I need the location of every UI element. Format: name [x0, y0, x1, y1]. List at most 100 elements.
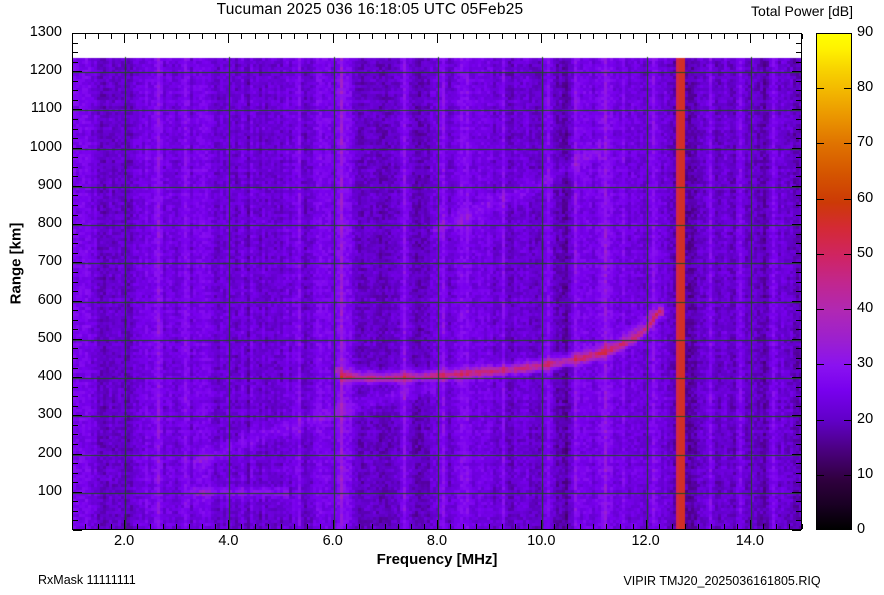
tick-mark: [111, 524, 112, 529]
tick-mark: [515, 524, 516, 529]
ionogram-plot-area: [72, 33, 802, 530]
tick-mark: [98, 524, 99, 529]
tick-mark: [111, 34, 112, 39]
y-tick-label: 1200: [29, 62, 62, 79]
tick-mark: [802, 524, 803, 529]
tick-mark: [450, 34, 451, 39]
tick-mark: [792, 109, 801, 110]
tick-mark: [411, 34, 412, 39]
tick-mark: [424, 524, 425, 529]
tick-mark: [796, 320, 801, 321]
tick-mark: [281, 524, 282, 529]
tick-mark: [633, 524, 634, 529]
tick-mark: [796, 52, 801, 53]
tick-mark: [796, 157, 801, 158]
tick-mark: [73, 253, 78, 254]
tick-mark: [73, 434, 78, 435]
tick-mark: [346, 524, 347, 529]
colorbar-tick-label: 50: [857, 244, 874, 261]
tick-mark: [307, 524, 308, 529]
colorbar-tick-mark: [844, 475, 851, 476]
tick-mark: [150, 34, 151, 39]
colorbar-tick-mark: [817, 475, 824, 476]
tick-mark: [73, 444, 78, 445]
tick-mark: [789, 524, 790, 529]
y-tick-label: 500: [37, 329, 62, 346]
colorbar-tick-label: 90: [857, 24, 874, 40]
tick-mark: [796, 176, 801, 177]
x-tick-label: 6.0: [322, 533, 343, 549]
tick-mark: [73, 358, 78, 359]
tick-mark: [163, 34, 164, 39]
tick-mark: [633, 34, 634, 39]
tick-mark: [792, 339, 801, 340]
tick-mark: [796, 81, 801, 82]
tick-mark: [646, 34, 647, 43]
tick-mark: [73, 157, 78, 158]
tick-mark: [698, 524, 699, 529]
colorbar-tick-label: 20: [857, 410, 874, 427]
tick-mark: [796, 329, 801, 330]
tick-mark: [72, 524, 73, 529]
tick-mark: [593, 524, 594, 529]
tick-mark: [73, 100, 78, 101]
tick-mark: [73, 129, 78, 130]
tick-mark: [73, 33, 82, 34]
y-tick-label: 300: [37, 406, 62, 423]
tick-mark: [606, 524, 607, 529]
tick-mark: [398, 524, 399, 529]
tick-mark: [463, 34, 464, 39]
tick-mark: [528, 524, 529, 529]
tick-mark: [73, 492, 82, 493]
y-tick-label: 1000: [29, 138, 62, 155]
tick-mark: [554, 524, 555, 529]
tick-mark: [176, 34, 177, 39]
colorbar-tick-mark: [817, 420, 824, 421]
tick-mark: [792, 186, 801, 187]
tick-mark: [73, 234, 78, 235]
tick-mark: [620, 524, 621, 529]
colorbar-tick-mark: [844, 254, 851, 255]
tick-mark: [737, 524, 738, 529]
tick-mark: [163, 524, 164, 529]
colorbar: [816, 33, 852, 530]
tick-mark: [73, 387, 78, 388]
tick-mark: [489, 34, 490, 39]
x-tick-label: 4.0: [218, 533, 239, 549]
tick-mark: [796, 291, 801, 292]
tick-mark: [73, 90, 78, 91]
tick-mark: [359, 34, 360, 39]
tick-mark: [796, 215, 801, 216]
tick-mark: [646, 520, 647, 529]
tick-mark: [73, 43, 78, 44]
tick-mark: [620, 34, 621, 39]
tick-mark: [502, 34, 503, 39]
tick-mark: [398, 34, 399, 39]
tick-mark: [294, 524, 295, 529]
tick-mark: [241, 524, 242, 529]
y-tick-label: 600: [37, 291, 62, 308]
tick-mark: [73, 454, 82, 455]
tick-mark: [796, 501, 801, 502]
tick-mark: [763, 524, 764, 529]
tick-mark: [228, 34, 229, 43]
tick-mark: [541, 520, 542, 529]
tick-mark: [333, 34, 334, 43]
tick-mark: [73, 176, 78, 177]
tick-mark: [711, 34, 712, 39]
colorbar-tick-mark: [844, 199, 851, 200]
tick-mark: [73, 62, 78, 63]
tick-mark: [73, 425, 78, 426]
tick-mark: [73, 167, 78, 168]
tick-mark: [359, 524, 360, 529]
x-tick-label: 2.0: [114, 533, 135, 549]
tick-mark: [73, 530, 82, 531]
tick-mark: [73, 195, 78, 196]
tick-mark: [789, 34, 790, 39]
colorbar-tick-mark: [844, 364, 851, 365]
tick-mark: [73, 473, 78, 474]
x-tick-label: 8.0: [426, 533, 448, 549]
colorbar-tick-mark: [817, 88, 824, 89]
tick-mark: [437, 520, 438, 529]
